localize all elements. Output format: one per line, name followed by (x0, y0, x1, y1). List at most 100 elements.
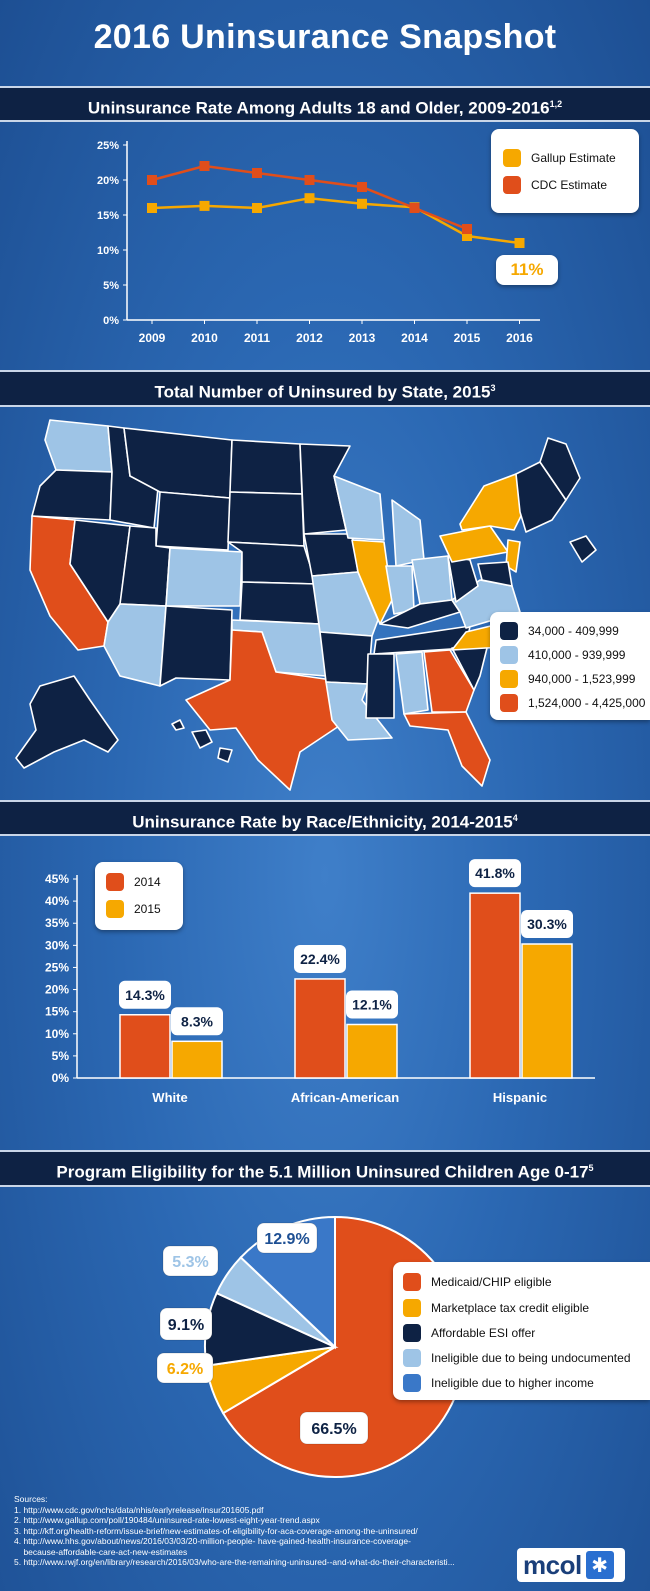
map-legend-label-2: 940,000 - 1,523,999 (528, 672, 636, 686)
y-tick-label: 15% (97, 210, 119, 222)
bar-y-tick-label: 40% (45, 894, 69, 908)
data-point-cdc (199, 161, 210, 171)
map-legend-row-3: 1,524,000 - 4,425,000 (500, 694, 645, 712)
bar-y-tick-label: 0% (52, 1071, 70, 1085)
data-label-box (171, 1007, 223, 1036)
data-label: 41.8% (475, 865, 515, 881)
pie-legend-row-2: Affordable ESI offer (403, 1324, 535, 1342)
state-georgia (423, 649, 475, 713)
map-section-title: Total Number of Uninsured by State, 2015 (154, 382, 491, 402)
map-legend-label-1: 410,000 - 939,999 (528, 648, 626, 662)
source-5[interactable]: 5. http://www.rwjf.org/en/library/resear… (14, 1557, 455, 1567)
bar-swatch-2015 (106, 900, 124, 918)
data-point-gallup (514, 238, 525, 248)
map-section-header: Total Number of Uninsured by State, 2015… (0, 370, 650, 407)
data-label-box (521, 910, 573, 939)
map-legend-label-3: 1,524,000 - 4,425,000 (528, 696, 646, 710)
data-point-gallup (357, 198, 367, 209)
category-label: African-American (291, 1090, 399, 1105)
state-indiana (385, 565, 415, 615)
sources-heading: Sources: (14, 1494, 48, 1504)
pie-swatch-0 (403, 1273, 421, 1291)
gallup-swatch (503, 149, 521, 167)
map-legend: 34,000 - 409,999 410,000 - 939,999 940,0… (490, 612, 650, 720)
x-tick-label: 2010 (191, 331, 218, 345)
data-label-box (119, 980, 171, 1009)
pie-legend-row-1: Marketplace tax credit eligible (403, 1299, 589, 1317)
state-kansas (239, 581, 321, 625)
bar-y-tick-label: 35% (45, 916, 69, 930)
pie-swatch-1 (403, 1299, 421, 1317)
data-point-cdc (409, 203, 420, 213)
pie-label-box (159, 1307, 213, 1341)
data-label: 8.3% (181, 1013, 213, 1029)
mcol-logo[interactable]: mcol ✱ (517, 1548, 625, 1582)
sources: Sources: 1. http://www.cdc.gov/nchs/data… (14, 1494, 455, 1568)
data-label: 30.3% (527, 916, 567, 932)
pie-swatch-3 (403, 1349, 421, 1367)
map-swatch-0 (500, 622, 518, 640)
legend-cdc-label: CDC Estimate (531, 178, 608, 192)
source-4[interactable]: 4. http://www.hhs.gov/about/news/2016/03… (14, 1536, 411, 1546)
pie-swatch-2 (403, 1324, 421, 1342)
bar-y-tick-label: 30% (45, 938, 69, 952)
state-iowa (303, 533, 359, 577)
pie-legend-label-0: Medicaid/CHIP eligible (431, 1275, 552, 1289)
source-1[interactable]: 1. http://www.cdc.gov/nchs/data/nhis/ear… (14, 1504, 264, 1515)
bar-2015 (521, 943, 573, 1079)
legend-gallup-label: Gallup Estimate (531, 151, 616, 165)
bar-legend-2014-label: 2014 (134, 875, 161, 889)
state-arizona (103, 603, 167, 687)
data-point-gallup (199, 200, 210, 211)
x-tick-label: 2009 (139, 331, 166, 345)
pie-section-header: Program Eligibility for the 5.1 Million … (0, 1150, 650, 1187)
map-legend-label-0: 34,000 - 409,999 (528, 624, 619, 638)
data-point-gallup (252, 203, 262, 213)
y-tick-label: 25% (97, 140, 119, 152)
state-new-jersey (505, 539, 521, 573)
bar-y-tick-label: 45% (45, 872, 69, 886)
data-label-box (346, 990, 398, 1019)
line-section-title: Uninsurance Rate Among Adults 18 and Old… (87, 98, 550, 118)
race-section-title: Uninsurance Rate by Race/Ethnicity, 2014… (132, 812, 513, 832)
x-tick-label: 2011 (244, 331, 270, 345)
bar-2015 (346, 1023, 398, 1079)
data-label: 22.4% (300, 951, 340, 967)
line-legend: Gallup Estimate CDC Estimate (491, 129, 639, 213)
state-south-dakota (227, 491, 305, 547)
data-label: 12.1% (352, 996, 392, 1012)
bar-y-tick-label: 10% (45, 1027, 69, 1041)
state-maine (539, 437, 581, 501)
map-legend-row-2: 940,000 - 1,523,999 (500, 670, 635, 688)
data-point-gallup (462, 231, 472, 241)
map-swatch-1 (500, 646, 518, 664)
state-oregon (31, 469, 113, 521)
state-arkansas (319, 631, 373, 685)
state-dc-inset (569, 535, 597, 563)
pie-section-sup: 5 (588, 1163, 594, 1173)
state-nebraska (227, 541, 317, 585)
pie-section-title: Program Eligibility for the 5.1 Million … (56, 1162, 589, 1182)
state-michigan (391, 499, 425, 567)
source-3[interactable]: 3. http://kff.org/health-reform/issue-br… (14, 1525, 418, 1536)
pie-label-box (156, 1352, 214, 1384)
state-north-dakota (229, 439, 303, 495)
data-label: 14.3% (125, 987, 165, 1003)
source-2[interactable]: 2. http://www.gallup.com/poll/190484/uni… (14, 1515, 320, 1525)
data-point-cdc (357, 182, 367, 192)
pie-data-label: 5.3% (172, 1254, 208, 1271)
pie-data-label: 66.5% (311, 1421, 356, 1438)
source-4-cont[interactable]: because-affordable-care-act-new-estimate… (14, 1546, 188, 1557)
bar-legend-2015: 2015 (106, 900, 161, 918)
y-tick-label: 10% (97, 245, 119, 257)
state-maryland (477, 561, 513, 587)
pie-legend-label-4: Ineligible due to higher income (431, 1376, 594, 1390)
map-swatch-2 (500, 670, 518, 688)
state-hawaii (171, 719, 233, 763)
legend-gallup: Gallup Estimate (503, 149, 616, 167)
pie-legend-label-2: Affordable ESI offer (431, 1326, 536, 1340)
pie-data-label: 9.1% (168, 1317, 204, 1334)
bar-swatch-2014 (106, 873, 124, 891)
bar-2014 (119, 1014, 171, 1079)
x-tick-label: 2013 (349, 331, 376, 345)
